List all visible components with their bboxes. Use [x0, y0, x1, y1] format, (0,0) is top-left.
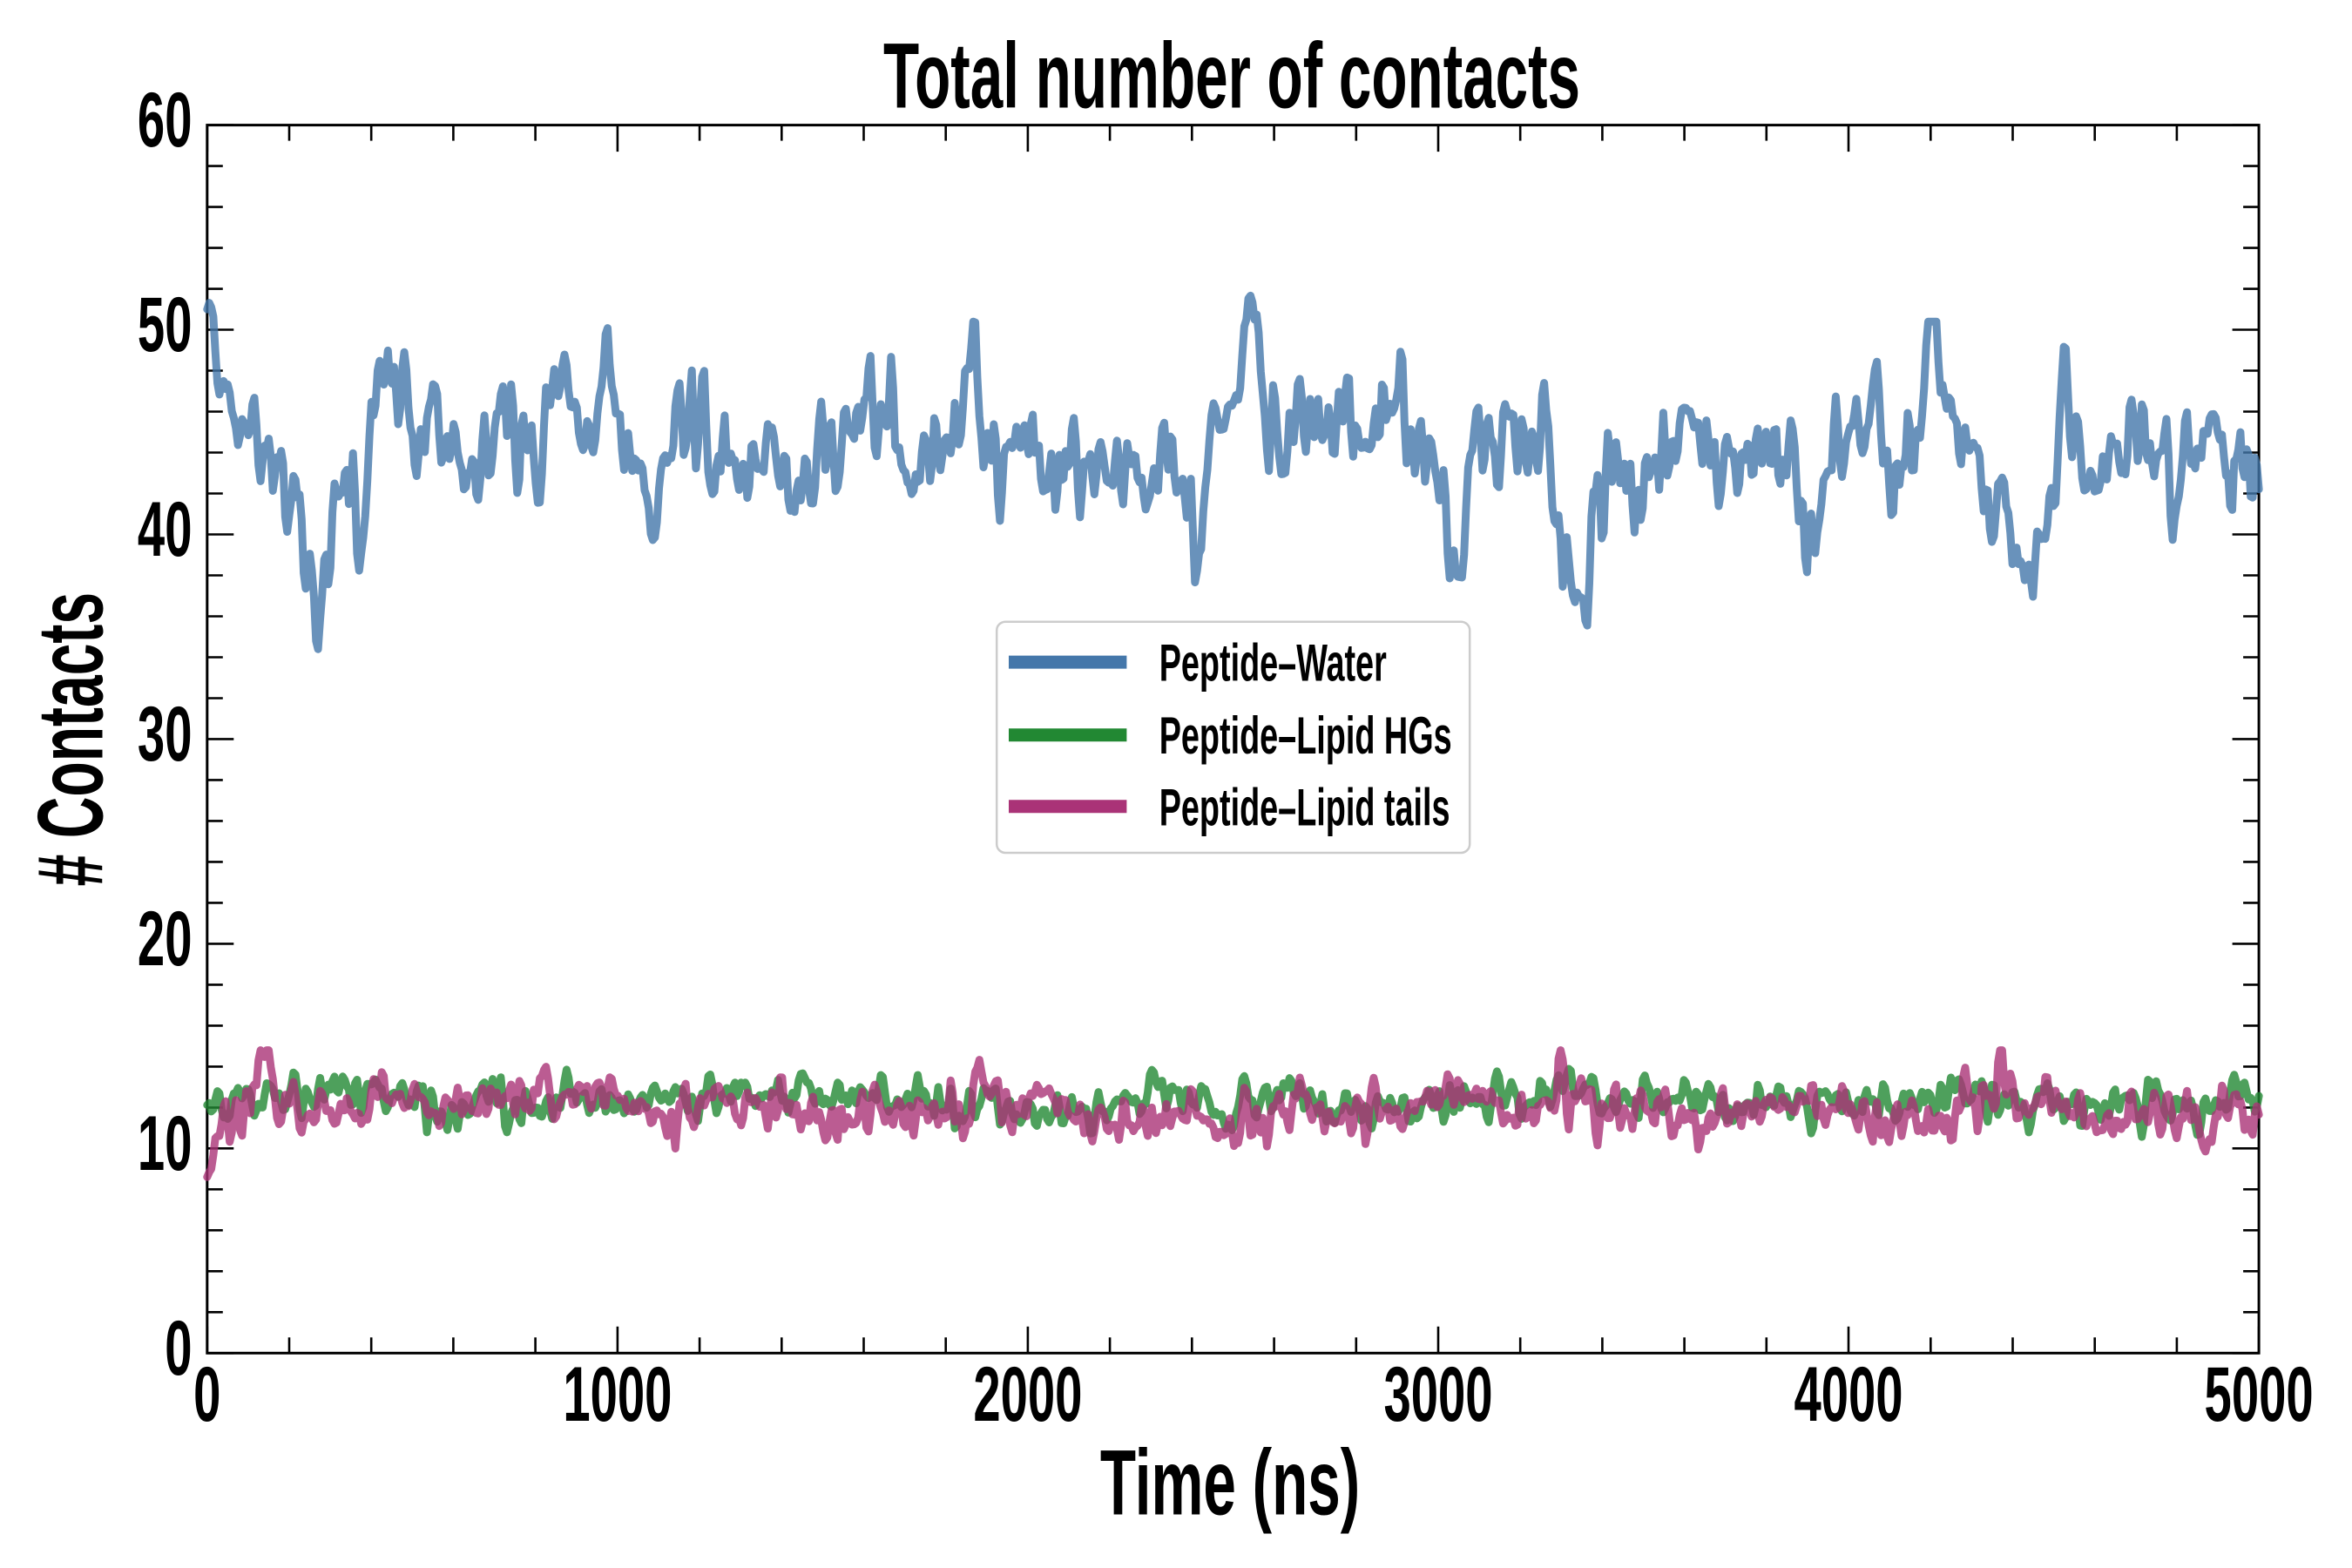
- svg-text:Peptide–Lipid HGs: Peptide–Lipid HGs: [1159, 706, 1452, 765]
- svg-text:# Contacts: # Contacts: [18, 592, 122, 886]
- svg-text:Peptide–Lipid tails: Peptide–Lipid tails: [1159, 778, 1450, 836]
- svg-text:50: 50: [138, 281, 193, 368]
- svg-text:Total number of contacts: Total number of contacts: [883, 23, 1580, 127]
- svg-text:Time (ns): Time (ns): [1100, 1429, 1360, 1534]
- svg-text:0: 0: [193, 1351, 220, 1437]
- svg-text:1000: 1000: [563, 1351, 672, 1437]
- svg-text:Peptide–Water: Peptide–Water: [1159, 634, 1387, 693]
- svg-text:4000: 4000: [1794, 1351, 1903, 1437]
- svg-text:20: 20: [138, 896, 193, 982]
- svg-text:10: 10: [138, 1100, 193, 1186]
- svg-text:2000: 2000: [973, 1351, 1082, 1437]
- svg-text:30: 30: [138, 691, 193, 777]
- svg-text:0: 0: [165, 1305, 192, 1391]
- svg-text:3000: 3000: [1383, 1351, 1492, 1437]
- svg-text:5000: 5000: [2205, 1351, 2314, 1437]
- svg-text:40: 40: [138, 486, 193, 572]
- svg-text:60: 60: [138, 77, 193, 163]
